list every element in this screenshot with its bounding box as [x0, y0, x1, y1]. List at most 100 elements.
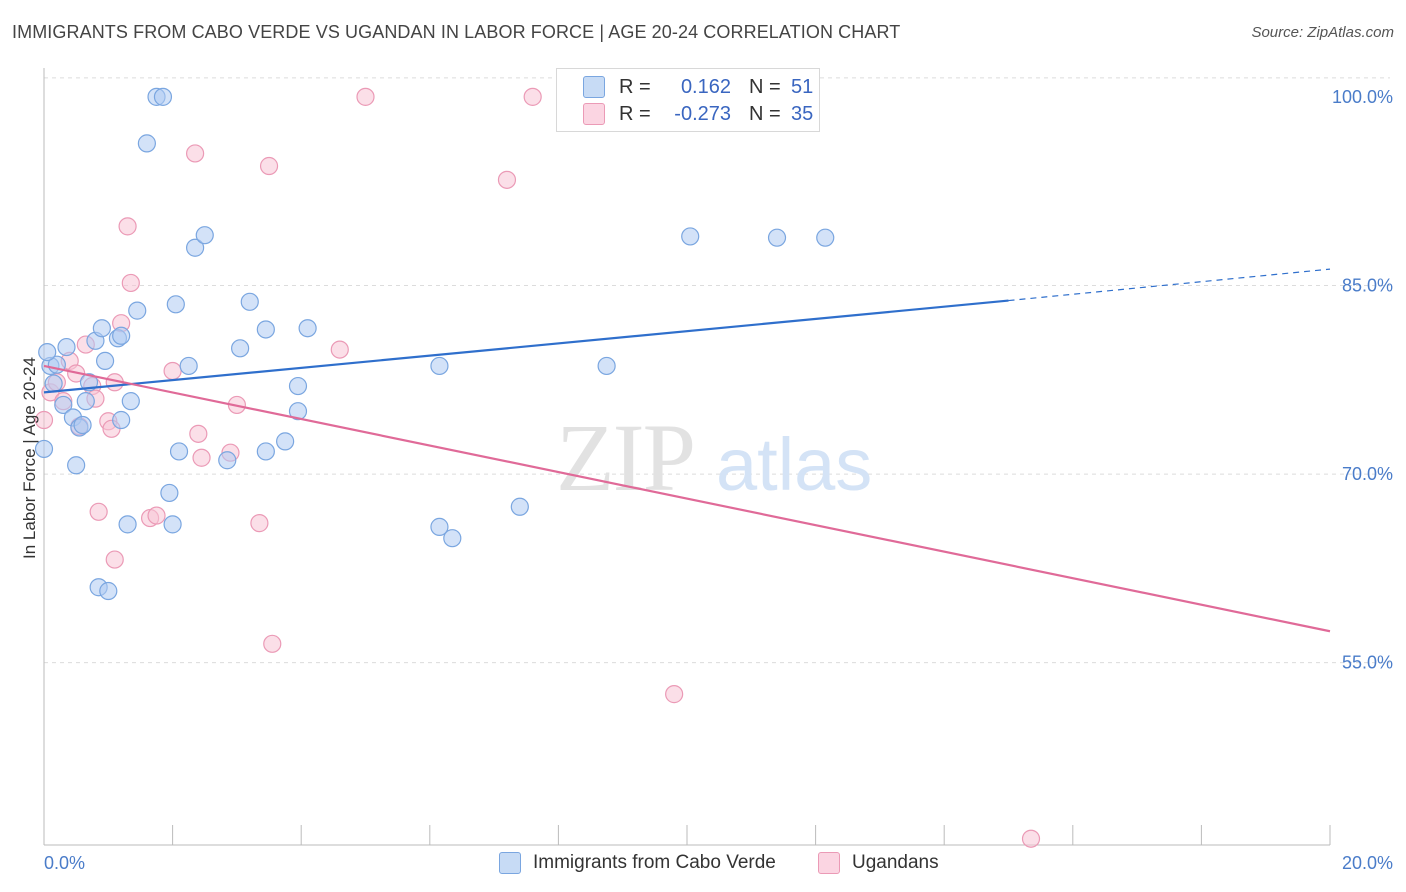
cabo-verde-point: [128, 301, 147, 320]
ugandans-point: [356, 87, 375, 106]
legend-swatch-blue: [583, 76, 605, 98]
ugandans-point: [250, 514, 269, 533]
cabo-verde-point: [816, 228, 835, 247]
cabo-verde-point: [510, 497, 529, 516]
x-tick-labels: 0.0% 20.0%: [44, 853, 1393, 873]
ugandans-point: [259, 156, 279, 176]
ugandans-point: [121, 273, 140, 293]
legend-label: Immigrants from Cabo Verde: [533, 852, 776, 873]
legend-label: Ugandans: [852, 852, 939, 873]
cabo-verde-point: [153, 87, 173, 106]
cabo-verde-point: [160, 483, 179, 503]
trend-lines: [43, 268, 1331, 633]
cabo-verde-trend-extension: [1008, 268, 1331, 302]
cabo-verde-point: [276, 432, 295, 451]
ugandans-point: [105, 550, 124, 569]
x-tick-label: 0.0%: [44, 853, 85, 873]
cabo-verde-point: [443, 529, 462, 548]
y-axis-label: In Labor Force | Age 20-24: [20, 357, 39, 559]
y-tick-labels: 55.0% 70.0% 85.0% 100.0%: [1332, 87, 1393, 673]
cabo-verde-point: [288, 402, 308, 421]
cabo-verde-point: [54, 395, 73, 415]
ugandans-point: [189, 424, 208, 443]
cabo-verde-point: [112, 410, 131, 430]
cabo-verde-points: [34, 87, 835, 601]
y-tick-label: 85.0%: [1342, 275, 1393, 295]
cabo-verde-point: [240, 292, 259, 311]
cabo-verde-trend-line: [43, 299, 1009, 394]
cabo-verde-point: [137, 134, 156, 153]
watermark-atlas: atlas: [716, 423, 872, 506]
cabo-verde-point: [186, 238, 205, 257]
y-tick-label: 100.0%: [1332, 87, 1393, 107]
cabo-verde-point: [195, 226, 214, 245]
cabo-verde-point: [430, 517, 449, 536]
cabo-verde-point: [231, 339, 250, 358]
legend-swatch-pink: [818, 852, 840, 874]
cabo-verde-point: [298, 319, 317, 338]
cabo-verde-point: [256, 320, 275, 339]
cabo-verde-point: [112, 326, 131, 345]
cabo-verde-point: [76, 392, 95, 411]
legend-r-value: -0.273: [674, 102, 731, 125]
grid-lines: [44, 77, 1390, 664]
legend-r-value: 0.162: [680, 75, 731, 98]
legend-item-ugandans: Ugandans: [818, 852, 939, 874]
ugandans-point: [1021, 829, 1041, 848]
cabo-verde-point: [79, 373, 99, 392]
cabo-verde-point: [597, 356, 616, 376]
cabo-verde-point: [92, 319, 111, 338]
cabo-verde-point: [44, 374, 63, 393]
cabo-verde-point: [179, 356, 198, 376]
ugandans-point: [89, 502, 108, 521]
cabo-verde-point: [218, 451, 237, 470]
cabo-verde-point: [681, 227, 700, 246]
legend-item-cabo-verde: Immigrants from Cabo Verde: [499, 852, 776, 874]
ugandans-point: [497, 170, 517, 189]
cabo-verde-point: [767, 228, 787, 247]
cabo-verde-point: [118, 515, 137, 534]
cabo-verde-point: [67, 456, 86, 475]
ugandans-point: [665, 685, 684, 704]
legend-n-label: N =: [749, 102, 781, 125]
cabo-verde-point: [430, 356, 449, 376]
cabo-verde-point: [34, 439, 54, 459]
series-legend: Immigrants from Cabo Verde Ugandans: [0, 852, 1406, 878]
x-tick-label: 20.0%: [1342, 853, 1393, 873]
ugandans-point: [186, 144, 205, 163]
legend-r-label: R =: [619, 102, 651, 125]
legend-n-value: 51: [791, 75, 814, 98]
ugandans-point: [330, 340, 349, 359]
ugandans-point: [192, 448, 211, 467]
cabo-verde-point: [95, 351, 115, 371]
cabo-verde-point: [169, 442, 189, 461]
source-label: Source: ZipAtlas.com: [1251, 24, 1394, 41]
cabo-verde-point: [163, 515, 182, 534]
stats-legend: R = 0.162 N = 51 R = -0.273 N = 35: [556, 68, 820, 132]
ugandans-point: [163, 361, 182, 381]
legend-r-label: R =: [619, 75, 651, 98]
cabo-verde-point: [57, 337, 76, 357]
legend-row-ugandans: R = -0.273 N = 35: [557, 100, 813, 128]
legend-n-label: N =: [749, 75, 781, 98]
y-tick-label: 55.0%: [1342, 653, 1393, 673]
ugandans-point: [147, 506, 166, 525]
legend-swatch-blue: [499, 852, 521, 874]
watermark-zip: ZIP: [556, 404, 694, 511]
ugandans-point: [34, 410, 54, 430]
ugandans-point: [118, 217, 137, 236]
cabo-verde-point: [73, 415, 92, 435]
y-tick-label: 70.0%: [1342, 464, 1393, 484]
ugandans-trend-line: [43, 364, 1331, 633]
legend-row-cabo-verde: R = 0.162 N = 51: [557, 73, 813, 101]
cabo-verde-point: [121, 392, 140, 411]
ugandans-point: [523, 87, 542, 106]
legend-n-value: 35: [791, 102, 814, 125]
cabo-verde-point: [166, 295, 185, 314]
legend-swatch-pink: [583, 103, 605, 125]
cabo-verde-point: [256, 442, 275, 461]
watermark: ZIP atlas: [556, 404, 872, 511]
chart-title: IMMIGRANTS FROM CABO VERDE VS UGANDAN IN…: [12, 22, 901, 42]
cabo-verde-point: [38, 343, 57, 362]
